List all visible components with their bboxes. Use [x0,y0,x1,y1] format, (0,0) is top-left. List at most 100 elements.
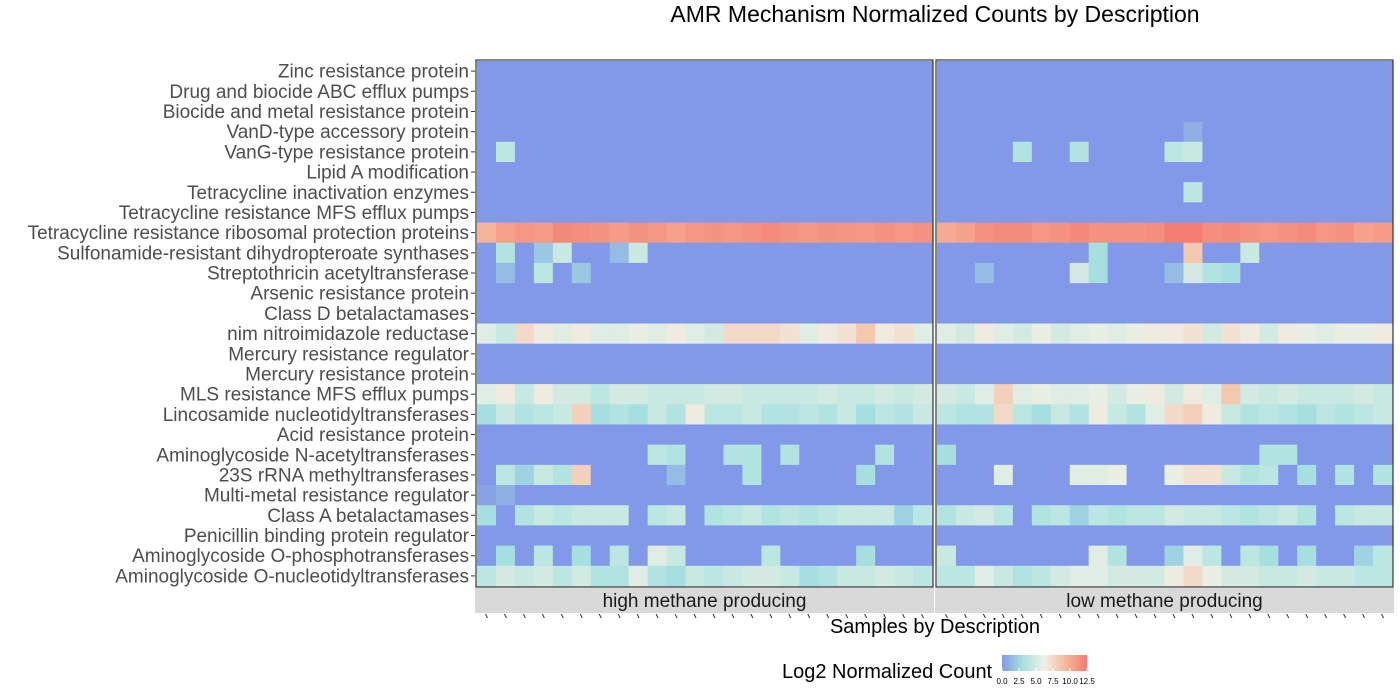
heat-cell [799,242,819,264]
heat-cell [1050,525,1071,547]
heat-cell [1335,323,1355,345]
heat-cell [1373,242,1393,264]
heat-cell [780,283,800,304]
heat-cell [666,485,687,506]
heat-cell [993,141,1014,163]
heat-cell [1126,141,1147,163]
row-label: Class D betalactamases [264,304,469,325]
legend-tick-label: 2.5 [1013,677,1025,686]
heat-cell [628,444,649,466]
heat-cell [1202,404,1222,426]
heat-cell [1278,161,1298,183]
heat-cell [628,242,649,264]
heat-cell [799,384,819,405]
heat-cell [723,343,744,365]
heat-cell [1145,323,1166,345]
heat-cell [1050,121,1071,143]
heat-cell [1240,202,1260,224]
heat-cell [590,101,611,123]
heat-cell [1107,141,1128,163]
heat-cell [1145,81,1166,102]
heat-cell [609,262,630,284]
heat-cell [837,262,857,284]
heat-cell [913,525,933,547]
heat-cell [628,141,649,163]
heat-cell [1354,182,1374,203]
heat-cell [1031,404,1052,426]
heat-cell [704,222,725,244]
heat-cell [856,424,876,446]
heat-cell [495,242,516,264]
heat-cell [1335,182,1355,203]
heat-cell [477,505,497,527]
heat-cell [1164,262,1185,284]
heat-cell [477,121,497,143]
heat-cell [647,161,668,183]
heat-cell [1050,424,1071,446]
heat-cell [571,121,592,143]
heat-cell [1278,121,1298,143]
heat-cell [913,262,933,284]
heat-cell [856,444,876,466]
x-tick [788,613,792,619]
heat-cell [723,202,744,224]
heat-cell [974,161,995,183]
heat-cell [1221,61,1241,82]
heat-cell [993,182,1014,203]
heat-cell [1183,424,1204,446]
heat-cell [552,262,573,284]
x-tick [579,613,583,619]
heat-cell [1316,545,1336,567]
heat-cell [552,343,573,365]
heat-cell [875,141,895,163]
heat-cell [609,525,630,547]
heat-cell [647,262,668,284]
x-tick [1381,613,1384,619]
heat-cell [1202,485,1222,506]
heat-cell [913,101,933,123]
heat-cell [628,565,649,587]
heat-cell [993,404,1014,426]
heat-cell [514,101,535,123]
heat-cell [552,485,573,506]
heat-cell [1259,404,1279,426]
heat-cell [1373,505,1393,527]
heat-cell [477,384,497,405]
heat-cell [571,545,592,567]
row-label: Lincosamide nucleotidyltransferases [163,405,469,426]
heat-cell [685,202,706,224]
heat-cell [1183,242,1204,264]
heat-cell [1259,384,1279,405]
heat-cell [894,222,914,244]
heat-cell [742,121,762,143]
heat-cell [1316,404,1336,426]
heat-cell [1297,242,1317,264]
heat-cell [647,464,668,486]
heat-cell [1297,283,1317,304]
heat-cell [955,424,976,446]
heat-cell [993,485,1014,506]
heat-cell [955,565,976,587]
heat-cell [571,242,592,264]
facet-panel [935,59,1394,588]
heat-cell [1240,303,1260,325]
heat-cell [533,61,554,82]
heat-cell [533,222,554,244]
heat-cell [1069,464,1090,486]
heat-cell [1164,485,1185,506]
heat-cell [1069,121,1090,143]
heat-cell [955,363,976,385]
heat-cell [1316,222,1336,244]
heat-cell [477,182,497,203]
x-axis-title: Samples by Description [830,616,1040,638]
heat-cell [894,384,914,405]
heat-cell [1012,101,1033,123]
heat-cell [1278,404,1298,426]
x-tick [1286,613,1290,619]
row-label: Penicillin binding protein regulator [184,526,470,547]
heat-cell [1278,101,1298,123]
heat-cell [1221,464,1241,486]
heat-cell [666,343,687,365]
heat-cell [1107,222,1128,244]
